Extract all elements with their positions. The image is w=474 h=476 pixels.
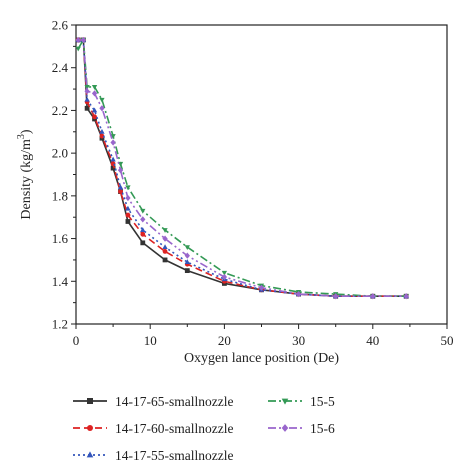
legend-swatch-marker	[281, 424, 289, 432]
series-line	[78, 39, 407, 298]
series-2	[75, 37, 409, 299]
y-tick-label: 2.0	[52, 146, 68, 161]
legend-swatch-marker	[87, 425, 93, 431]
data-point	[140, 231, 146, 237]
data-point	[125, 205, 131, 211]
data-point	[75, 46, 81, 52]
legend-swatch-marker	[281, 398, 289, 405]
data-point	[125, 194, 131, 202]
y-tick-label: 2.4	[52, 60, 69, 75]
legend-label: 15-6	[310, 421, 335, 436]
data-point	[184, 245, 190, 250]
data-point	[333, 293, 339, 300]
data-point	[91, 85, 98, 90]
series-3	[75, 38, 409, 300]
data-point	[184, 259, 190, 264]
x-tick-label: 50	[441, 333, 454, 348]
data-point	[125, 212, 131, 218]
legend-label: 14-17-65-smallnozzle	[115, 394, 233, 409]
y-tick-label: 1.8	[52, 188, 68, 203]
data-point	[221, 270, 228, 276]
data-point	[118, 189, 123, 194]
data-point	[110, 165, 116, 171]
data-point	[75, 36, 81, 44]
series-0	[75, 37, 409, 299]
data-point	[184, 268, 190, 274]
series-4	[75, 36, 409, 300]
data-point	[91, 107, 98, 113]
y-tick-label: 2.2	[52, 103, 68, 118]
data-point	[221, 273, 228, 281]
legend: 14-17-65-smallnozzle 14-17-60-smallnozzle…	[73, 394, 335, 463]
data-point	[162, 248, 168, 254]
data-point	[162, 257, 168, 263]
series-line	[78, 39, 407, 298]
legend-item: 15-5	[268, 394, 335, 409]
x-tick-label: 40	[366, 333, 379, 348]
y-axis-title: Density (kg/m3)	[16, 129, 34, 220]
data-point	[99, 105, 105, 112]
data-point	[84, 96, 90, 102]
data-point	[162, 235, 168, 242]
data-point	[140, 227, 146, 232]
legend-item: 15-6	[268, 421, 335, 436]
series-1	[75, 37, 409, 299]
data-point	[162, 228, 168, 233]
data-point	[99, 128, 105, 134]
plot-frame	[75, 24, 448, 325]
x-axis-ticks: 0 10 20 30 40 50	[73, 324, 454, 348]
series-line	[78, 39, 407, 298]
data-point	[84, 105, 90, 111]
legend-swatch-marker	[86, 451, 94, 458]
y-tick-label: 1.2	[52, 317, 68, 332]
plot-border	[75, 24, 448, 325]
y-tick-label: 1.6	[52, 231, 69, 246]
y-tick-label: 2.6	[52, 18, 69, 33]
x-tick-label: 10	[144, 333, 157, 348]
y-axis-title-main: Density (kg/m	[19, 139, 34, 220]
data-point	[403, 293, 409, 300]
data-point	[84, 85, 90, 90]
data-point	[99, 97, 105, 103]
x-tick-label: 20	[218, 333, 231, 348]
data-point	[92, 114, 97, 120]
data-point	[370, 293, 376, 300]
y-axis-title-close: )	[19, 129, 34, 134]
data-point	[140, 240, 146, 246]
data-point	[99, 133, 105, 139]
y-axis-ticks: 1.2 1.4 1.6 1.8 2.0 2.2 2.4 2.6	[52, 18, 76, 332]
data-point	[91, 90, 98, 97]
data-point	[110, 134, 116, 139]
data-point	[110, 139, 116, 146]
x-tick-label: 0	[73, 333, 80, 348]
y-axis-title-superscript: 3	[16, 134, 27, 139]
data-point	[295, 290, 302, 298]
series-line	[78, 39, 407, 298]
x-axis-title: Oxygen lance position (De)	[184, 351, 339, 366]
data-point	[117, 167, 124, 174]
data-point	[80, 36, 87, 44]
data-point	[125, 185, 131, 191]
legend-label: 14-17-60-smallnozzle	[115, 421, 233, 436]
y-tick-label: 1.4	[52, 274, 69, 289]
legend-item: 14-17-65-smallnozzle	[73, 394, 233, 409]
data-point	[110, 156, 116, 162]
legend-label: 14-17-55-smallnozzle	[115, 448, 233, 463]
x-tick-label: 30	[292, 333, 305, 348]
data-point	[184, 252, 190, 259]
data-point	[162, 244, 168, 250]
legend-swatch-marker	[87, 398, 93, 404]
data-point	[84, 88, 90, 95]
legend-item: 14-17-60-smallnozzle	[73, 421, 233, 436]
series-layer	[75, 36, 409, 300]
data-point	[125, 219, 131, 224]
data-point	[140, 216, 146, 223]
legend-item: 14-17-55-smallnozzle	[73, 448, 233, 463]
data-point	[117, 184, 124, 190]
data-point	[258, 284, 265, 291]
legend-label: 15-5	[310, 394, 335, 409]
series-line	[77, 39, 407, 298]
data-point	[140, 208, 146, 214]
